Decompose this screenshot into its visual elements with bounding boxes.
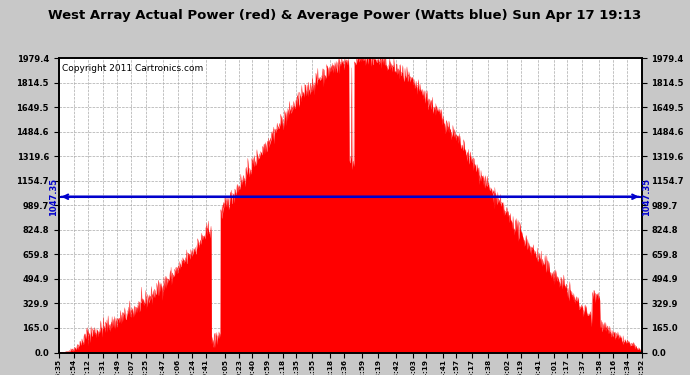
- Text: Copyright 2011 Cartronics.com: Copyright 2011 Cartronics.com: [61, 64, 203, 73]
- Text: West Array Actual Power (red) & Average Power (Watts blue) Sun Apr 17 19:13: West Array Actual Power (red) & Average …: [48, 9, 642, 22]
- Text: 1047.35: 1047.35: [49, 178, 58, 216]
- Text: 1047.35: 1047.35: [642, 178, 651, 216]
